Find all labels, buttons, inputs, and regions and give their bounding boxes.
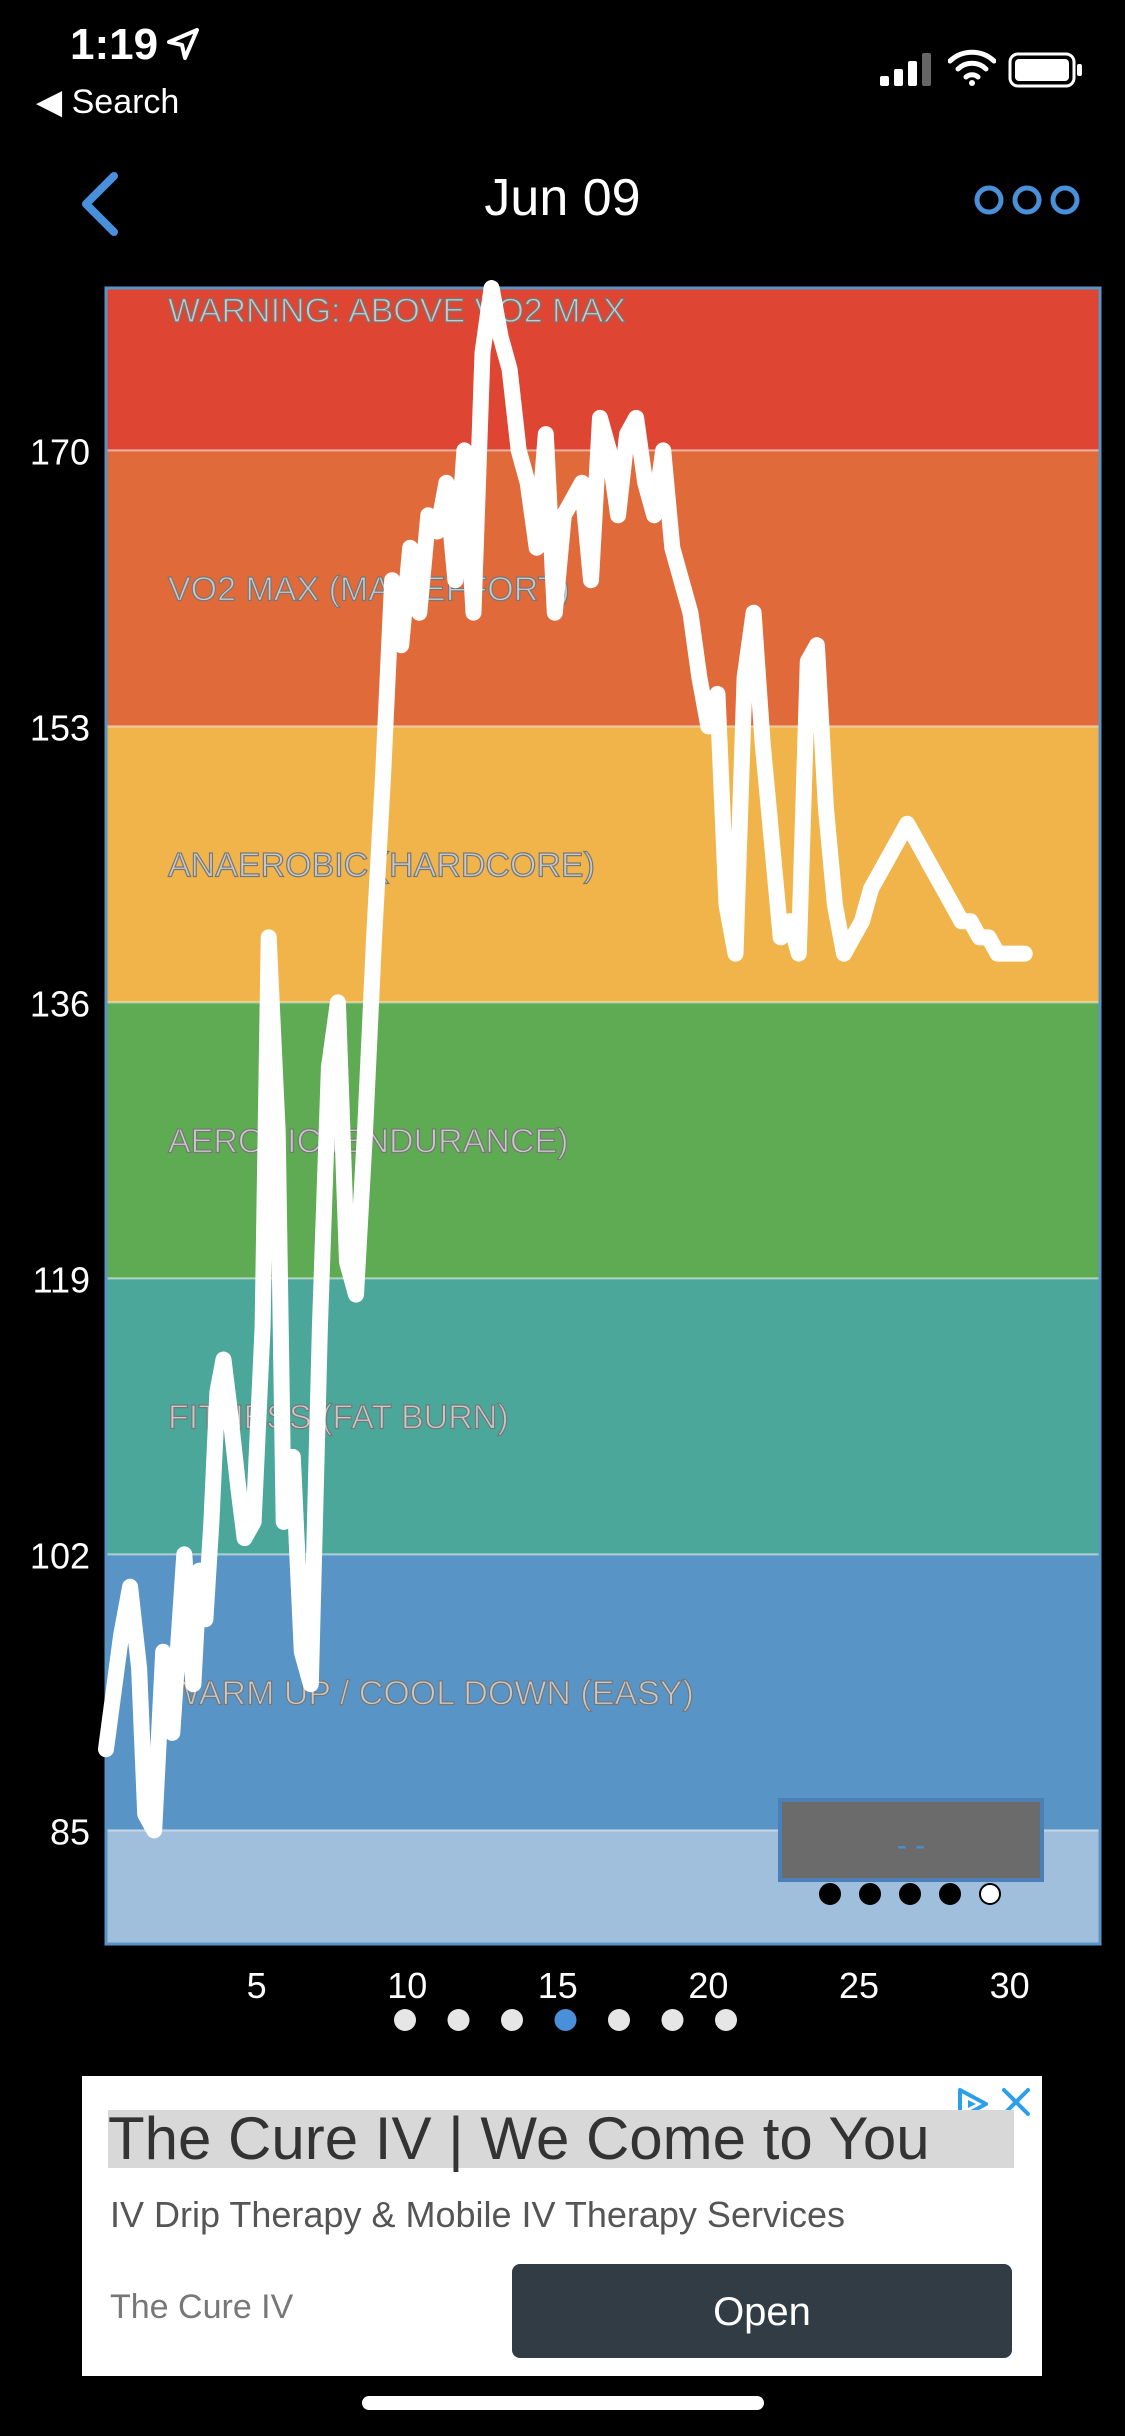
ad-open-button[interactable]: Open	[512, 2264, 1012, 2358]
legend-dot	[939, 1883, 961, 1905]
legend-dot	[859, 1883, 881, 1905]
heart-rate-chart-svg: WARNING: ABOVE VO2 MAX VO2 MAX (MAX EFFOR…	[30, 280, 1102, 2006]
y-tick-label: 102	[30, 1535, 90, 1576]
status-time: 1:19	[70, 20, 159, 69]
y-tick-label: 153	[30, 707, 90, 748]
x-tick-label: 10	[387, 1965, 427, 2006]
ad-banner[interactable]: The Cure IV | We Come to You IV Drip The…	[82, 2076, 1042, 2376]
back-to-search-link[interactable]: ◀ Search	[36, 82, 179, 122]
heart-rate-chart: WARNING: ABOVE VO2 MAX VO2 MAX (MAX EFFOR…	[0, 280, 1125, 2040]
page-dot[interactable]	[394, 2009, 416, 2031]
page-dot[interactable]	[608, 2009, 630, 2031]
more-options-icon[interactable]	[972, 180, 1082, 220]
y-tick-label: 170	[30, 431, 90, 472]
heart-rate-line	[98, 280, 1033, 1839]
ad-headline[interactable]: The Cure IV | We Come to You	[108, 2109, 1014, 2169]
y-tick-label: 119	[33, 1259, 90, 1300]
ad-brand: The Cure IV	[110, 2288, 294, 2326]
legend-dot	[819, 1883, 841, 1905]
cellular-signal-icon	[880, 53, 931, 86]
page-dot[interactable]	[661, 2009, 684, 2031]
back-chevron-icon[interactable]	[74, 164, 134, 244]
page-dot[interactable]	[554, 2009, 577, 2031]
legend-box-text: - -	[897, 1829, 925, 1862]
legend-box	[778, 1798, 1044, 1882]
x-tick-label: 30	[990, 1965, 1030, 2006]
location-arrow-icon	[167, 28, 199, 60]
zone-label: WARM UP / COOL DOWN (EASY)	[168, 1674, 694, 1712]
page-dot[interactable]	[715, 2009, 737, 2031]
nav-bar: Jun 09	[0, 140, 1125, 260]
ad-subtitle: IV Drip Therapy & Mobile IV Therapy Serv…	[110, 2194, 845, 2235]
x-tick-label: 20	[688, 1965, 728, 2006]
legend-dot	[899, 1883, 921, 1905]
page-indicator[interactable]	[0, 2000, 1125, 2040]
x-tick-label: 15	[538, 1965, 578, 2006]
zone-band	[106, 1554, 1100, 1831]
x-tick-label: 25	[839, 1965, 879, 2006]
zone-label: VO2 MAX (MAX EFFORT)	[168, 570, 570, 608]
plot-border	[104, 286, 1102, 1946]
home-indicator[interactable]	[362, 2396, 764, 2410]
legend-dot	[979, 1883, 1001, 1905]
back-search-label: Search	[71, 83, 180, 121]
zone-label: WARNING: ABOVE VO2 MAX	[168, 292, 626, 330]
battery-icon	[1008, 52, 1082, 88]
zone-band	[106, 1278, 1100, 1555]
page-dot[interactable]	[501, 2009, 523, 2031]
y-tick-label: 85	[50, 1811, 90, 1852]
wifi-icon	[948, 49, 996, 86]
y-tick-label: 136	[30, 983, 90, 1024]
page-title: Jun 09	[484, 169, 641, 227]
back-triangle-icon: ◀	[36, 83, 63, 121]
x-tick-label: 5	[247, 1965, 267, 2006]
page-dot[interactable]	[447, 2009, 470, 2031]
status-bar: 1:19 ◀ Search	[0, 0, 1125, 122]
